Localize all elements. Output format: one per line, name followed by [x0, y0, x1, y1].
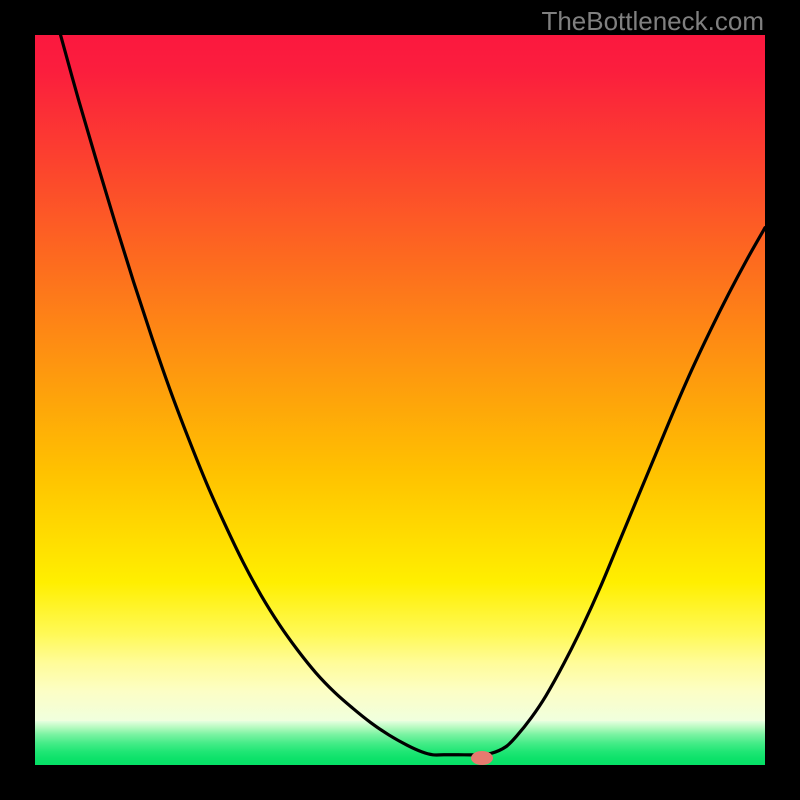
- curve-svg: [35, 35, 765, 765]
- optimum-marker: [471, 751, 493, 765]
- bottleneck-curve: [61, 35, 765, 755]
- chart-container: TheBottleneck.com: [0, 0, 800, 800]
- plot-area: [35, 35, 765, 765]
- watermark-text: TheBottleneck.com: [541, 6, 764, 37]
